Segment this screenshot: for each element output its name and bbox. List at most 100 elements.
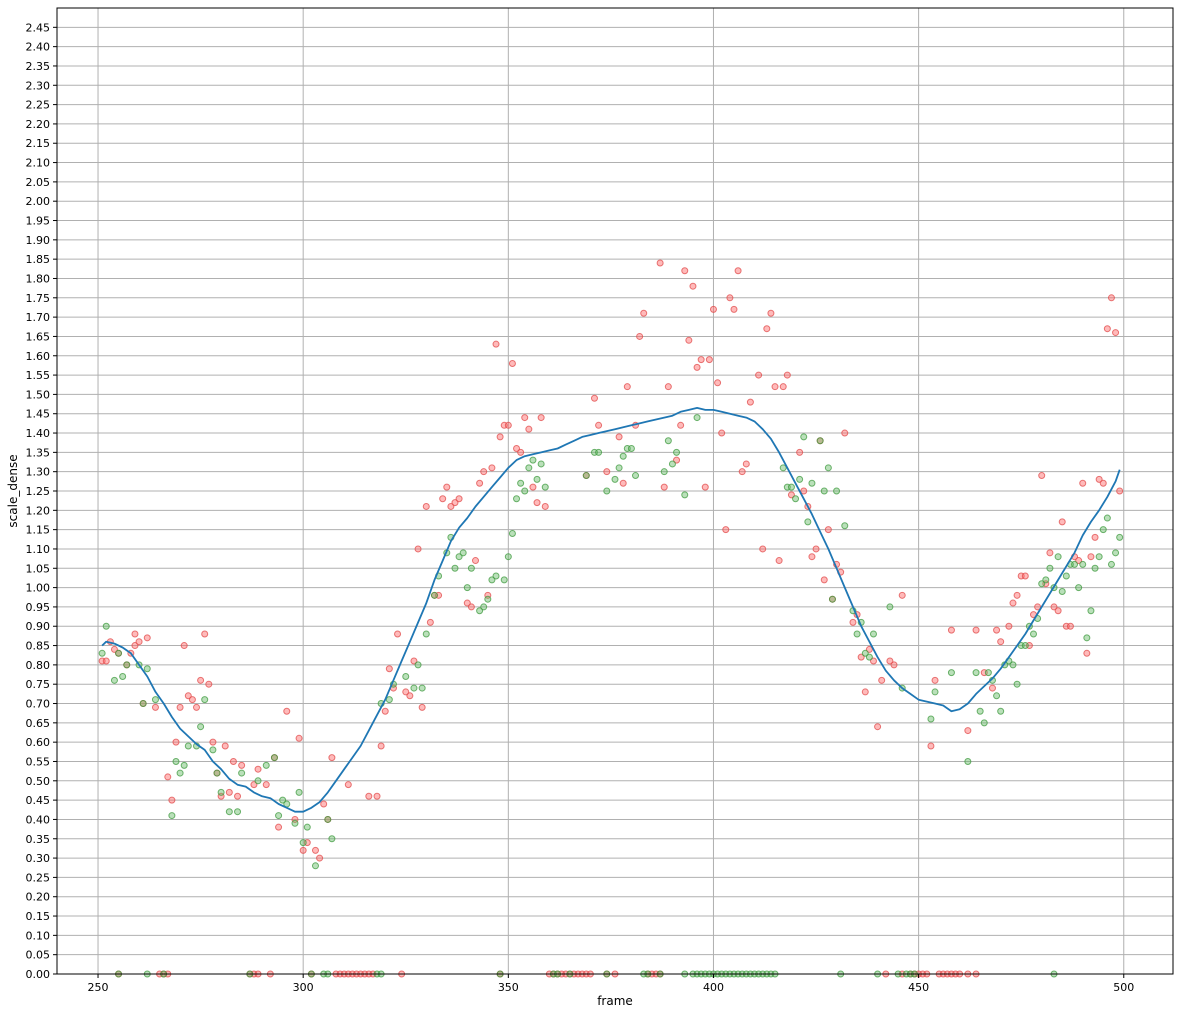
green-point <box>418 684 426 692</box>
red-point <box>172 738 180 746</box>
red-point <box>812 545 820 553</box>
y-tick-label: 1.10 <box>26 543 51 556</box>
red-point <box>229 757 237 765</box>
red-point <box>414 545 422 553</box>
red-point <box>443 483 451 491</box>
red-point <box>746 398 754 406</box>
red-point <box>508 359 516 367</box>
red-point <box>787 491 795 499</box>
green-point <box>1038 580 1046 588</box>
red-point <box>1112 329 1120 337</box>
green-point <box>964 757 972 765</box>
red-point <box>1050 603 1058 611</box>
red-point <box>328 754 336 762</box>
red-point <box>730 305 738 313</box>
y-axis-label: scale_dense <box>6 454 20 527</box>
red-point <box>759 545 767 553</box>
green-point <box>197 723 205 731</box>
red-point <box>131 630 139 638</box>
red-point <box>1021 572 1029 580</box>
y-tick-label: 2.45 <box>26 21 51 34</box>
green-point <box>615 464 623 472</box>
red-point <box>755 371 763 379</box>
green-point <box>681 491 689 499</box>
red-point <box>250 781 258 789</box>
red-point <box>783 371 791 379</box>
y-tick-label: 0.80 <box>26 659 51 672</box>
green-point <box>1083 634 1091 642</box>
y-tick-label: 0.75 <box>26 678 51 691</box>
y-tick-label: 0.85 <box>26 640 51 653</box>
green-point <box>673 448 681 456</box>
x-tick-label: 300 <box>293 981 314 994</box>
red-point <box>775 557 783 565</box>
green-point <box>820 487 828 495</box>
y-tick-label: 1.20 <box>26 504 51 517</box>
green-point <box>1103 514 1111 522</box>
red-point <box>1013 591 1021 599</box>
red-point <box>262 781 270 789</box>
green-point <box>508 530 516 538</box>
green-point <box>1079 560 1087 568</box>
green-point <box>254 777 262 785</box>
red-point <box>193 703 200 711</box>
green-point <box>976 707 984 715</box>
red-point <box>410 657 418 665</box>
green-point <box>833 487 841 495</box>
green-point <box>1046 564 1054 572</box>
red-point <box>660 483 668 491</box>
red-point <box>886 657 894 665</box>
green-point <box>270 754 278 762</box>
green-point <box>102 622 110 630</box>
green-point <box>295 788 303 796</box>
y-tick-label: 0.15 <box>26 910 51 923</box>
red-point <box>595 421 603 429</box>
red-point <box>1066 622 1074 630</box>
red-point <box>381 707 389 715</box>
red-point <box>1083 649 1091 657</box>
green-point <box>1107 560 1115 568</box>
red-point <box>447 502 455 510</box>
green-point <box>796 475 804 483</box>
y-tick-label: 1.85 <box>26 253 51 266</box>
y-tick-label: 1.00 <box>26 582 51 595</box>
red-point <box>681 267 689 275</box>
red-point <box>1005 622 1013 630</box>
y-tick-label: 2.35 <box>26 60 51 73</box>
red-point <box>1058 518 1066 526</box>
y-tick-label: 0.05 <box>26 949 51 962</box>
red-point <box>316 854 324 862</box>
y-tick-label: 1.80 <box>26 272 51 285</box>
red-point <box>1054 607 1062 615</box>
red-point <box>841 429 849 437</box>
green-point <box>422 630 430 638</box>
red-point <box>180 642 188 650</box>
red-point <box>898 591 906 599</box>
red-point <box>988 684 996 692</box>
green-point <box>1062 572 1070 580</box>
y-tick-label: 0.00 <box>26 968 51 981</box>
green-point <box>861 649 869 657</box>
green-point <box>123 661 131 669</box>
red-point <box>734 267 742 275</box>
blue-line-series <box>101 407 1121 813</box>
red-point <box>964 727 972 735</box>
y-tick-label: 1.40 <box>26 427 51 440</box>
red-point <box>603 468 611 476</box>
green-point <box>262 761 270 769</box>
green-point <box>693 414 701 422</box>
red-point <box>869 657 877 665</box>
red-point <box>365 792 373 800</box>
x-tick-label: 400 <box>703 981 724 994</box>
green-point <box>275 812 283 820</box>
green-point <box>1087 607 1095 615</box>
y-tick-label: 1.50 <box>26 388 51 401</box>
red-point <box>488 464 496 472</box>
y-tick-label: 0.55 <box>26 755 51 768</box>
red-point <box>299 846 307 854</box>
y-tick-label: 0.95 <box>26 601 51 614</box>
red-point <box>1079 479 1087 487</box>
red-point <box>529 483 537 491</box>
red-point <box>201 630 209 638</box>
x-axis: 250 300 350 400 450 500 <box>88 974 1134 994</box>
